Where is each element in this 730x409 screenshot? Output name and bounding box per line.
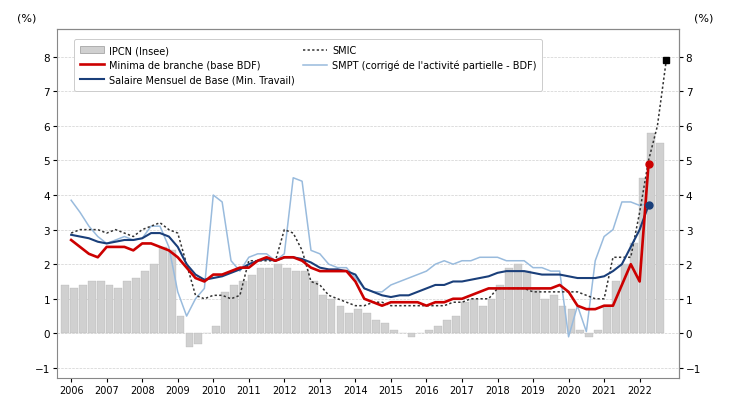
Bar — [319, 296, 326, 333]
Bar — [523, 272, 531, 333]
Bar — [577, 330, 584, 333]
Bar — [283, 268, 291, 333]
Bar — [364, 313, 371, 333]
Text: (%): (%) — [694, 13, 713, 23]
Bar — [141, 272, 149, 333]
Bar — [79, 285, 87, 333]
Bar — [212, 327, 220, 333]
Bar — [345, 313, 353, 333]
Bar — [390, 330, 398, 333]
Bar — [603, 306, 611, 333]
Bar — [558, 306, 566, 333]
Bar — [61, 285, 69, 333]
Bar — [337, 306, 345, 333]
Bar — [479, 306, 486, 333]
Bar — [639, 178, 646, 333]
Bar — [230, 285, 238, 333]
Bar — [266, 268, 273, 333]
Bar — [310, 282, 318, 333]
Bar — [185, 333, 193, 347]
Bar — [461, 303, 469, 333]
Bar — [443, 320, 451, 333]
Bar — [194, 333, 202, 344]
Bar — [514, 265, 522, 333]
Bar — [70, 289, 78, 333]
Bar — [301, 272, 309, 333]
Bar — [488, 299, 496, 333]
Bar — [328, 299, 336, 333]
Bar — [96, 282, 104, 333]
Bar — [150, 265, 158, 333]
Bar — [247, 275, 256, 333]
Bar — [292, 272, 300, 333]
Bar — [541, 299, 549, 333]
Bar — [496, 285, 504, 333]
Legend: IPCN (Insee), Minima de branche (base BDF), Salaire Mensuel de Base (Min. Travai: IPCN (Insee), Minima de branche (base BD… — [74, 40, 542, 91]
Bar — [426, 330, 433, 333]
Bar — [648, 133, 656, 333]
Bar — [594, 330, 602, 333]
Bar — [177, 316, 185, 333]
Bar — [159, 247, 166, 333]
Bar — [585, 333, 593, 337]
Bar — [381, 323, 389, 333]
Bar — [612, 282, 620, 333]
Bar — [115, 289, 123, 333]
Bar — [132, 279, 140, 333]
Bar — [239, 282, 247, 333]
Bar — [106, 285, 113, 333]
Bar — [470, 299, 477, 333]
Bar — [274, 265, 283, 333]
Bar — [407, 333, 415, 337]
Bar — [372, 320, 380, 333]
Text: (%): (%) — [17, 13, 36, 23]
Bar — [168, 251, 176, 333]
Bar — [630, 244, 637, 333]
Bar — [656, 144, 664, 333]
Bar — [452, 316, 460, 333]
Bar — [505, 268, 513, 333]
Bar — [434, 327, 442, 333]
Bar — [88, 282, 96, 333]
Bar — [532, 289, 539, 333]
Bar — [620, 265, 629, 333]
Bar — [567, 309, 575, 333]
Bar — [123, 282, 131, 333]
Bar — [257, 268, 264, 333]
Bar — [354, 309, 362, 333]
Bar — [221, 292, 229, 333]
Bar — [550, 296, 558, 333]
